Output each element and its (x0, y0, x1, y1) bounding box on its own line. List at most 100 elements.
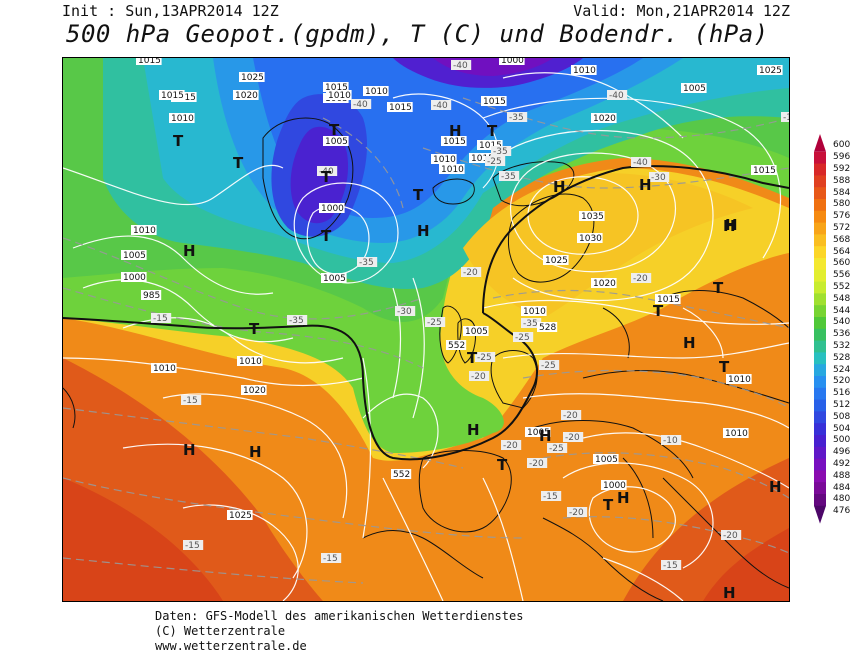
temperature-label: -10 (663, 436, 678, 446)
legend-label: 544 (833, 305, 850, 316)
temperature-label: -25 (427, 318, 442, 328)
temperature-label: -20 (471, 372, 486, 382)
credit-website: www.wetterzentrale.de (155, 639, 307, 653)
legend-label: 540 (833, 317, 850, 328)
high-pressure-marker: H (539, 427, 552, 445)
high-pressure-marker: H (553, 178, 566, 196)
legend-swatch (814, 376, 826, 389)
legend-swatch (814, 482, 826, 495)
pressure-label: 1015 (443, 137, 466, 147)
legend-swatch (814, 175, 826, 188)
temperature-label: -15 (183, 396, 198, 406)
pressure-label-bg (241, 385, 267, 395)
temperature-label: -25 (549, 444, 564, 454)
low-pressure-marker: T (467, 349, 478, 367)
pressure-label-bg (136, 58, 162, 65)
temperature-label: -40 (453, 61, 468, 71)
temperature-label-bg (631, 273, 652, 283)
high-pressure-marker: H (723, 584, 736, 601)
legend-label: 552 (833, 282, 850, 292)
legend-label: 572 (833, 223, 850, 233)
legend-swatch (814, 328, 826, 341)
map-title: 500 hPa Geopot.(gpdm), T (C) und Bodendr… (66, 20, 769, 48)
temperature-label: -15 (543, 492, 558, 502)
pressure-label-bg (757, 65, 783, 75)
legend-swatch (814, 246, 826, 259)
temperature-label: -15 (185, 541, 200, 551)
legend-swatch (814, 340, 826, 353)
pressure-label-bg (321, 273, 347, 283)
pressure-label-bg (477, 140, 503, 150)
low-pressure-marker: T (413, 186, 424, 204)
temperature-label-bg (561, 410, 582, 420)
low-pressure-marker: T (173, 132, 184, 150)
low-pressure-marker: T (719, 358, 730, 376)
legend-label: 524 (833, 364, 850, 375)
temperature-label-bg (475, 352, 496, 362)
legend-label: 576 (833, 211, 850, 222)
temperature-label-bg (781, 112, 789, 122)
temperature-label-bg (507, 112, 528, 122)
legend-label: 600 (833, 140, 850, 151)
temperature-label-bg (425, 317, 446, 327)
legend-swatch (814, 364, 826, 377)
pressure-label: 1015 (138, 58, 161, 66)
temperature-label: -30 (651, 173, 666, 183)
pressure-label-bg (326, 90, 352, 100)
temperature-label: -25 (477, 353, 492, 363)
pressure-label-bg (323, 136, 349, 146)
pressure-label-bg (601, 480, 627, 490)
legend-swatch (814, 151, 826, 164)
pressure-label: 1010 (239, 357, 262, 367)
legend-label: 588 (833, 175, 850, 186)
temperature-label: -20 (463, 268, 478, 278)
pressure-label: 1030 (579, 234, 602, 244)
pressure-label: 1010 (171, 114, 194, 124)
temperature-label: -35 (289, 316, 304, 326)
legend-label: 496 (833, 447, 850, 458)
pressure-label: 985 (143, 291, 160, 301)
temperature-label: -20 (569, 508, 584, 518)
high-pressure-marker: H (449, 122, 462, 140)
temperature-label: -15 (153, 314, 168, 324)
temperature-label-bg (563, 432, 584, 442)
low-pressure-marker: T (249, 320, 260, 338)
color-legend: 600 596 592 588 584 580 576 572 568 564 560 556 552 5… (811, 130, 850, 530)
legend-label: 528 (833, 352, 850, 363)
label-layer: 1015102510201015101010051010102010151005… (121, 58, 789, 601)
legend-swatch (814, 423, 826, 436)
pressure-label: 1020 (593, 279, 616, 289)
pressure-label: 1010 (328, 91, 351, 101)
temperature-label: -25 (541, 361, 556, 371)
legend-label: 580 (833, 199, 850, 210)
legend-swatch (814, 269, 826, 282)
temperature-label-bg (321, 553, 342, 563)
temperature-label: -35 (523, 319, 538, 329)
pressure-label-bg (543, 255, 569, 265)
pressure-label: 1000 (501, 58, 524, 66)
legend-swatch (814, 134, 826, 152)
temperature-label-bg (451, 60, 472, 70)
temperature-label: -20 (565, 433, 580, 443)
credit-copyright: (C) Wetterzentrale (155, 624, 286, 638)
low-pressure-marker: T (713, 279, 724, 297)
legend-swatch (814, 210, 826, 223)
color-fill-layer (63, 58, 789, 601)
temperature-label-bg (631, 157, 652, 167)
legend-label: 536 (833, 329, 850, 340)
pressure-label-bg (387, 102, 413, 112)
pressure-label-bg (237, 356, 263, 366)
pressure-label-bg (681, 83, 707, 93)
temperature-label: -20 (529, 459, 544, 469)
legend-label: 512 (833, 400, 850, 410)
temperature-label-bg (395, 306, 416, 316)
pressure-label: 1015 (753, 166, 776, 176)
temperature-label-bg (721, 530, 742, 540)
pressure-label-bg (591, 113, 617, 123)
temperature-label-bg (183, 540, 204, 550)
legend-label: 548 (833, 293, 850, 304)
temperature-label-bg (521, 318, 542, 328)
temperature-label-bg (547, 443, 568, 453)
geopotential-label: 528 (539, 323, 556, 333)
isobars (63, 72, 789, 601)
